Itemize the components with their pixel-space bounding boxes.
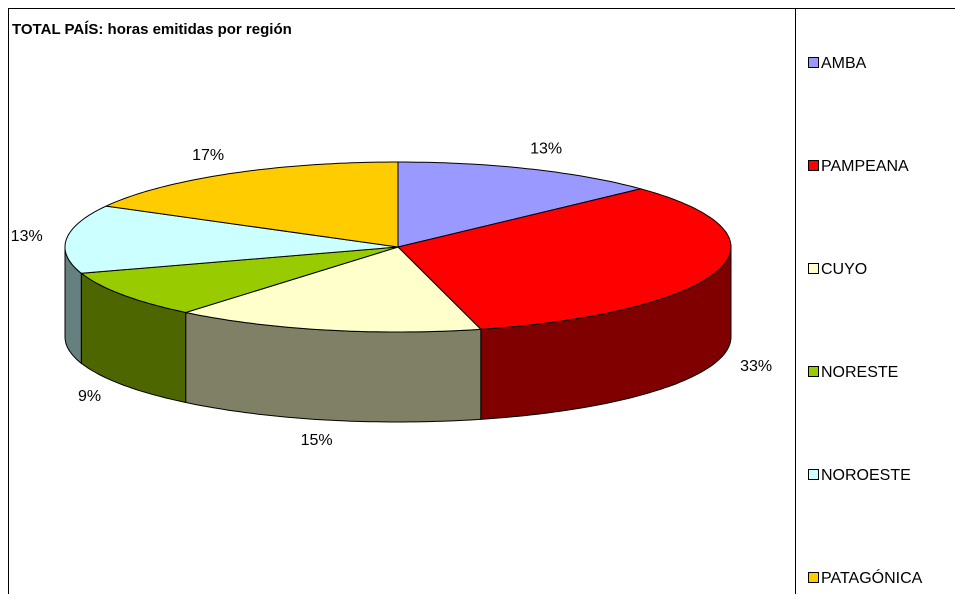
data-label: 13% <box>530 141 562 158</box>
data-label: 13% <box>11 228 43 245</box>
data-label: 9% <box>78 388 101 405</box>
legend-label: PATAGÓNICA <box>821 568 923 587</box>
data-label: 33% <box>740 358 772 375</box>
legend-label: AMBA <box>821 55 867 72</box>
data-label: 15% <box>301 432 333 449</box>
legend-swatch <box>808 263 819 274</box>
legend-swatch <box>808 366 819 377</box>
slice <box>397 161 641 248</box>
legend-swatch <box>808 57 819 68</box>
legend-label: NOROESTE <box>821 467 911 484</box>
slice <box>104 161 399 248</box>
data-label: 17% <box>192 147 224 164</box>
legend-swatch <box>808 160 819 171</box>
legend-label: CUYO <box>821 261 867 278</box>
slice <box>64 205 399 274</box>
legend-swatch <box>808 469 819 480</box>
legend-label: PAMPEANA <box>821 158 909 175</box>
slice <box>397 188 732 330</box>
slice <box>79 246 399 314</box>
legend-label: NORESTE <box>821 364 898 381</box>
legend-swatch <box>808 572 819 583</box>
slice <box>185 246 482 333</box>
chart-title: TOTAL PAÍS: horas emitidas por región <box>12 21 292 38</box>
